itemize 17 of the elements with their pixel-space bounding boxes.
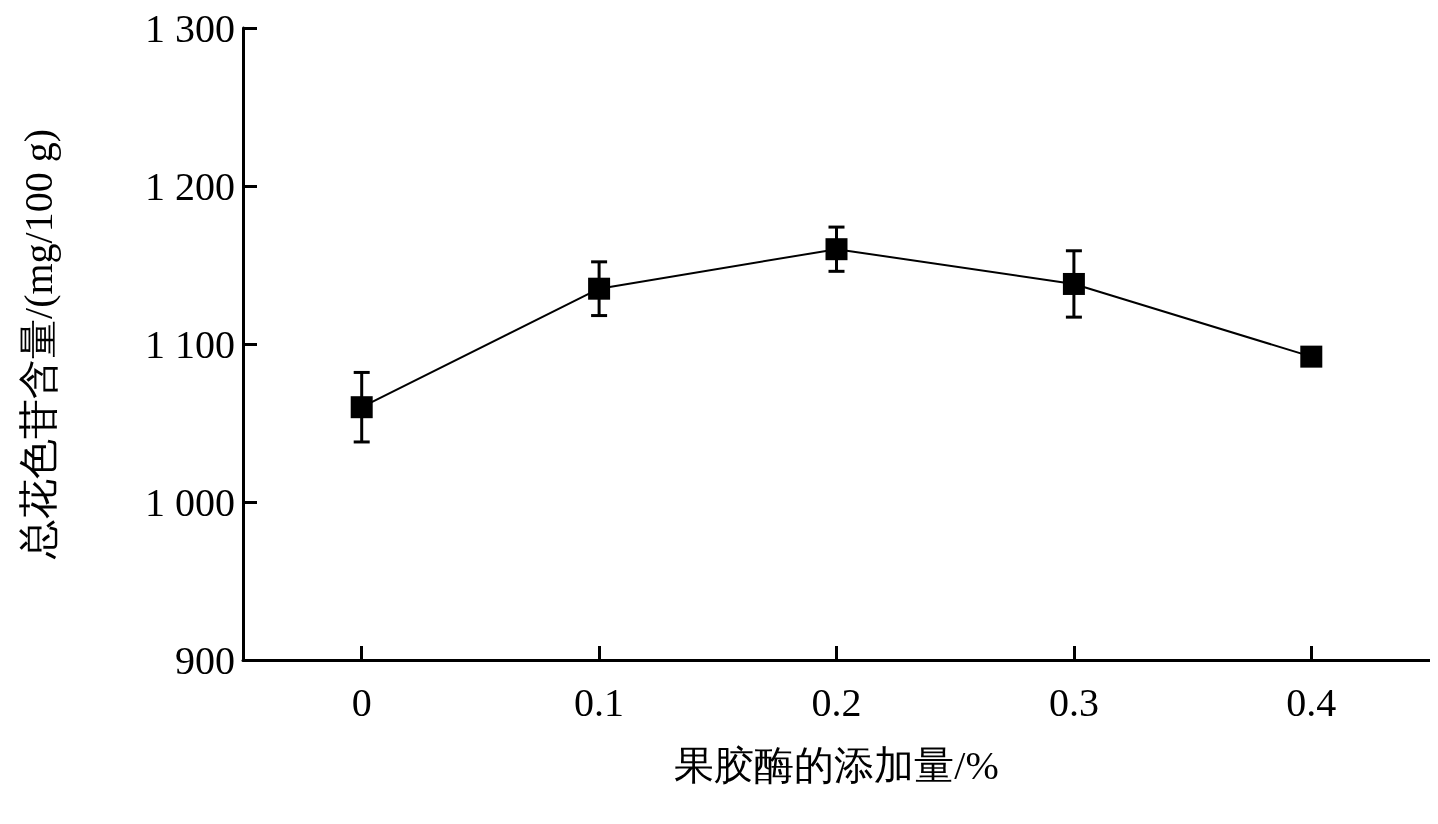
x-tick-label: 0 xyxy=(351,679,372,725)
x-tick-label: 0.4 xyxy=(1286,679,1337,725)
point xyxy=(350,396,373,419)
y-axis-title: 总花色苷含量/(mg/100 g) xyxy=(15,129,61,560)
y-tick-label: 1 000 xyxy=(145,479,235,525)
y-tick-label: 1 100 xyxy=(145,321,235,367)
y-tick-label: 1 200 xyxy=(145,163,235,209)
point xyxy=(1300,345,1323,368)
x-axis-title: 果胶酶的添加量/% xyxy=(674,742,999,788)
y-tick-label: 900 xyxy=(175,637,235,683)
point xyxy=(1062,272,1085,295)
x-tick-label: 0.1 xyxy=(574,679,625,725)
y-tick-label: 1 300 xyxy=(145,5,235,51)
x-tick-label: 0.2 xyxy=(811,679,862,725)
point xyxy=(588,277,611,300)
point xyxy=(825,238,848,261)
x-tick-label: 0.3 xyxy=(1048,679,1099,725)
